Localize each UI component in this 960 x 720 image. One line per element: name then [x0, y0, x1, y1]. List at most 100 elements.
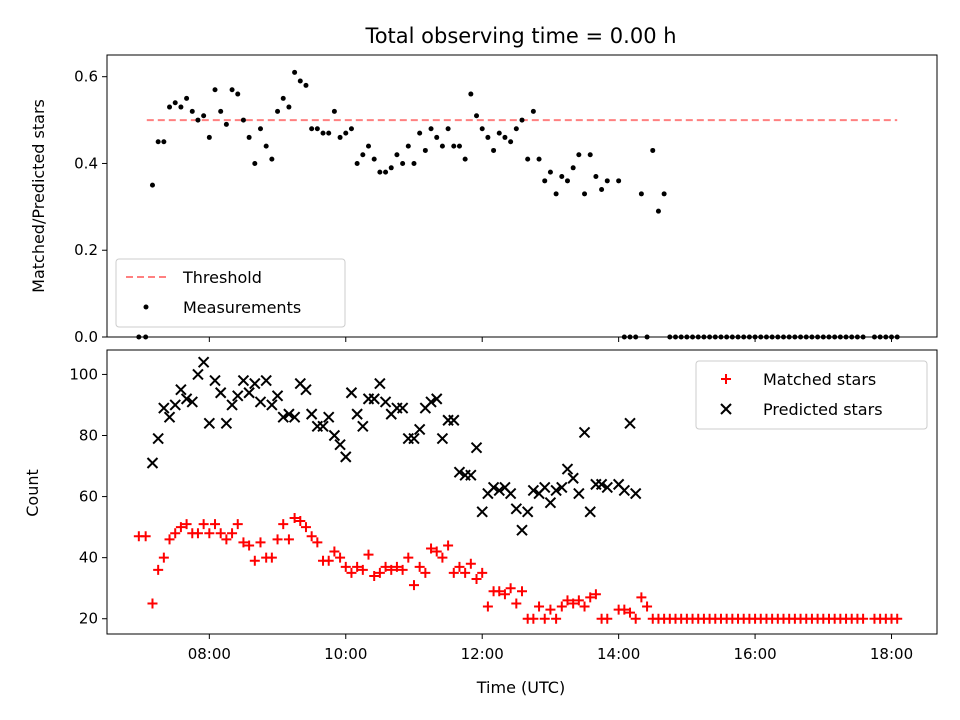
matched-star-point	[511, 598, 522, 609]
predicted-star-point	[351, 408, 363, 420]
predicted-star-point	[220, 417, 233, 429]
bottom-y-tick-label: 40	[79, 549, 98, 567]
predicted-star-point	[266, 399, 278, 411]
matched-star-point	[482, 601, 493, 612]
predicted-star-point	[271, 390, 284, 402]
matched-star-point	[517, 586, 527, 597]
predicted-star-point	[396, 402, 409, 414]
matched-star-point	[266, 552, 277, 563]
matched-star-point	[346, 567, 357, 578]
measurement-point	[491, 147, 497, 153]
matched-star-point	[192, 528, 203, 539]
matched-star-point	[170, 528, 181, 539]
measurement-point	[485, 134, 491, 140]
predicted-stars-points	[146, 356, 642, 536]
predicted-star-point	[340, 451, 352, 463]
measurement-point	[661, 191, 667, 197]
matched-star-point	[204, 528, 215, 539]
measurement-point	[275, 108, 281, 114]
matched-star-point	[238, 537, 249, 548]
predicted-star-point	[510, 503, 523, 515]
matched-star-point	[494, 586, 505, 597]
predicted-star-point	[254, 396, 267, 408]
matched-stars-points	[133, 512, 903, 624]
predicted-star-point	[288, 411, 301, 423]
predicted-star-point	[214, 387, 227, 399]
bottom-y-tick-label: 100	[69, 365, 98, 383]
matched-star-point	[363, 549, 374, 560]
predicted-star-point	[169, 399, 181, 411]
measurement-point	[439, 143, 445, 149]
matched-star-point	[147, 598, 158, 609]
predicted-star-point	[158, 402, 170, 414]
measurement-point	[235, 91, 241, 97]
measurement-point	[388, 165, 394, 171]
matched-star-point	[562, 595, 573, 606]
predicted-star-point	[203, 417, 216, 429]
matched-star-point	[329, 546, 340, 557]
measurement-point	[161, 139, 167, 145]
matched-star-point	[340, 561, 351, 572]
measurement-point	[468, 91, 474, 97]
measurement-point	[218, 108, 224, 114]
measurement-point	[616, 178, 622, 184]
predicted-star-point	[408, 432, 420, 445]
matched-star-point	[630, 613, 641, 624]
predicted-star-point	[146, 457, 159, 469]
top-y-tick-label: 0.6	[74, 68, 98, 86]
predicted-star-point	[618, 484, 631, 497]
measurement-point	[149, 182, 155, 188]
measurement-point	[553, 191, 559, 197]
matched-star-point	[420, 567, 431, 578]
predicted-star-point	[516, 524, 528, 536]
measurement-point	[496, 130, 502, 136]
matched-star-point	[210, 519, 221, 530]
matched-star-point	[249, 555, 260, 566]
top-y-tick-label: 0.2	[74, 241, 98, 259]
predicted-star-point	[425, 396, 437, 408]
predicted-star-point	[527, 484, 540, 497]
predicted-star-point	[544, 496, 557, 509]
predicted-star-point	[209, 374, 221, 387]
matched-star-point	[426, 543, 437, 554]
measurement-point	[377, 169, 383, 175]
top-y-tick-label: 0.4	[74, 154, 98, 172]
measurement-point	[280, 95, 286, 101]
measurement-point	[582, 191, 588, 197]
measurement-point	[366, 143, 372, 149]
measurement-point	[184, 95, 190, 101]
measurement-point	[576, 152, 582, 158]
x-tick-label: 16:00	[733, 645, 776, 663]
predicted-star-point	[283, 408, 295, 420]
legend-measurements-label: Measurements	[183, 298, 301, 317]
matched-star-point	[477, 567, 488, 578]
matched-star-point	[397, 564, 408, 575]
matched-star-point	[323, 555, 334, 566]
predicted-star-point	[584, 506, 596, 518]
predicted-star-point	[232, 390, 244, 402]
measurement-point	[172, 100, 178, 106]
matched-star-point	[437, 552, 448, 563]
legend-matched-swatch	[721, 374, 731, 384]
matched-star-point	[289, 512, 300, 523]
predicted-star-point	[413, 423, 426, 436]
predicted-star-point	[487, 481, 500, 494]
matched-star-point	[642, 601, 653, 612]
matched-star-point	[568, 598, 579, 609]
measurement-point	[286, 104, 292, 110]
predicted-star-point	[629, 487, 642, 500]
predicted-star-point	[152, 432, 164, 445]
predicted-star-point	[436, 432, 449, 445]
measurement-point	[547, 169, 553, 175]
matched-star-point	[528, 613, 539, 624]
measurement-point	[343, 130, 349, 136]
measurement-point	[292, 69, 298, 75]
predicted-star-point	[453, 466, 466, 478]
measurement-point	[320, 130, 326, 136]
measurement-point	[479, 126, 485, 132]
predicted-star-point	[237, 374, 250, 387]
measurement-point	[445, 126, 451, 132]
predicted-star-point	[249, 377, 261, 390]
predicted-star-point	[163, 411, 176, 423]
